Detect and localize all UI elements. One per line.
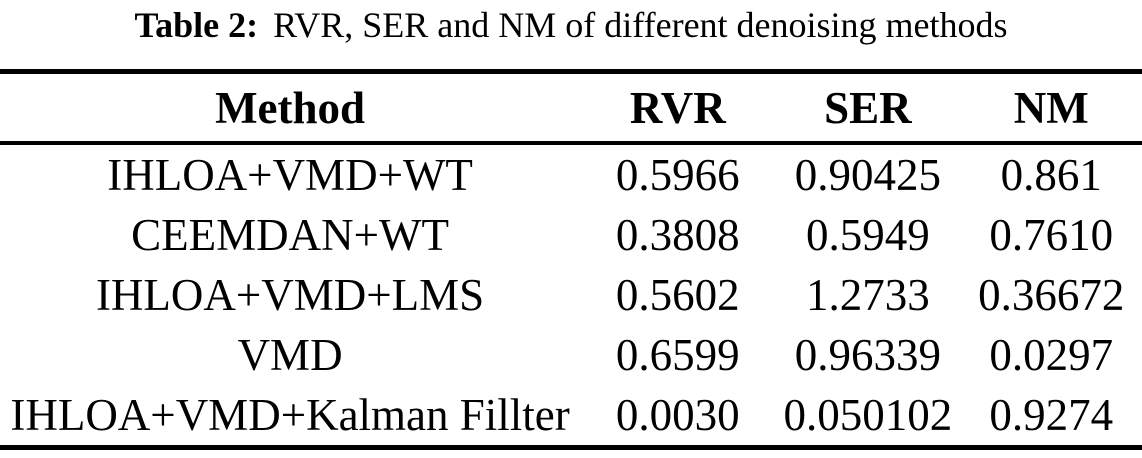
column-header-method: Method: [0, 71, 581, 145]
table-caption-text: RVR, SER and NM of different denoising m…: [273, 5, 1008, 45]
cell-rvr: 0.0030: [615, 390, 740, 440]
table-caption: Table 2: RVR, SER and NM of different den…: [0, 0, 1142, 69]
cell-nm: 0.36672: [978, 270, 1125, 320]
cell-method: IHLOA+VMD+WT: [107, 150, 473, 200]
cell-nm: 0.9274: [989, 390, 1114, 440]
table-caption-label: Table 2:: [134, 5, 259, 45]
cell-ser: 0.96339: [794, 330, 942, 380]
denoising-methods-table: Method RVR SER NM IHLOA+VMD+WT 0.5966 0.…: [0, 69, 1142, 450]
column-header-nm: NM: [960, 71, 1142, 145]
cell-ser: 1.2733: [806, 270, 930, 320]
cell-nm: 0.7610: [989, 210, 1114, 260]
cell-nm: 0.861: [1000, 150, 1102, 200]
column-header-rvr: RVR: [580, 71, 776, 145]
column-header-ser: SER: [775, 71, 961, 145]
cell-rvr: 0.5602: [615, 270, 740, 320]
cell-rvr: 0.5966: [615, 150, 740, 200]
table-row: IHLOA+VMD+WT 0.5966 0.90425 0.861: [0, 143, 1142, 205]
table-row: IHLOA+VMD+Kalman Fillter 0.0030 0.050102…: [0, 385, 1142, 448]
table-row: VMD 0.6599 0.96339 0.0297: [0, 325, 1142, 385]
cell-ser: 0.90425: [794, 150, 942, 200]
cell-method: CEEMDAN+WT: [131, 210, 449, 260]
cell-ser: 0.050102: [783, 390, 953, 440]
cell-method: IHLOA+VMD+LMS: [95, 270, 485, 320]
table-row: CEEMDAN+WT 0.3808 0.5949 0.7610: [0, 205, 1142, 265]
cell-method: VMD: [237, 330, 343, 380]
cell-rvr: 0.3808: [615, 210, 740, 260]
table-row: IHLOA+VMD+LMS 0.5602 1.2733 0.36672: [0, 265, 1142, 325]
cell-ser: 0.5949: [806, 210, 930, 260]
cell-nm: 0.0297: [989, 330, 1114, 380]
table-header-row: Method RVR SER NM: [0, 71, 1142, 145]
cell-rvr: 0.6599: [615, 330, 740, 380]
cell-method: IHLOA+VMD+Kalman Fillter: [10, 390, 570, 440]
